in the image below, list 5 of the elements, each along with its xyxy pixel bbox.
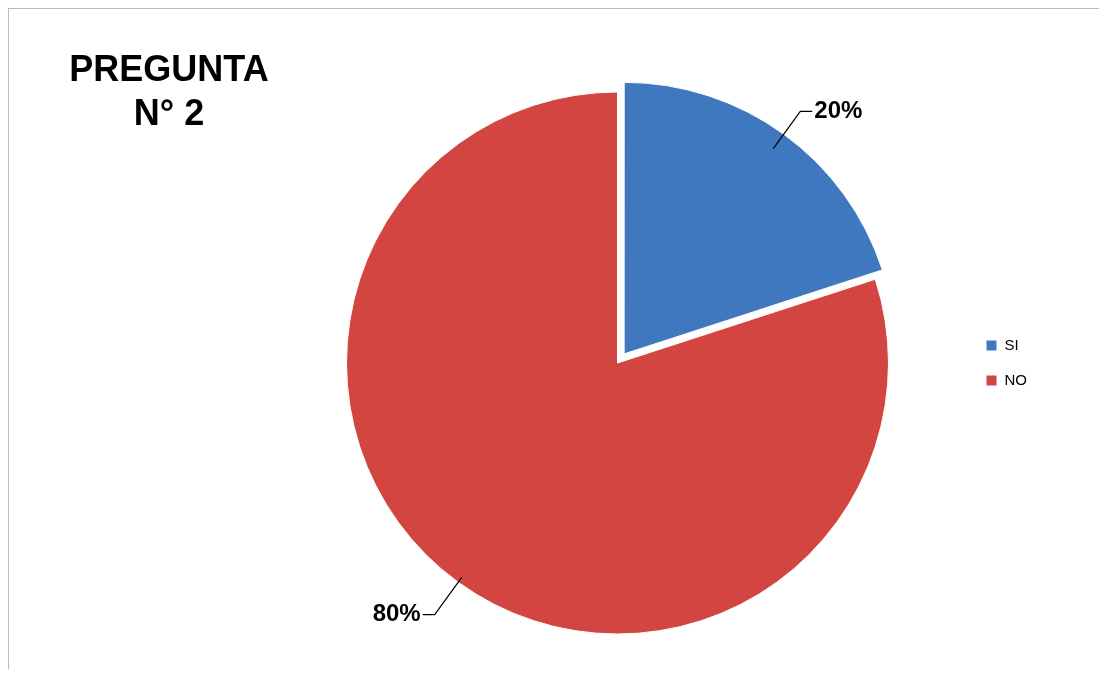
chart-title: PREGUNTA N° 2: [68, 47, 270, 135]
legend-label: NO: [1004, 370, 1027, 388]
legend-label: SI: [1004, 335, 1019, 353]
data-label: 20%: [814, 96, 863, 124]
data-label: 80%: [372, 599, 421, 627]
